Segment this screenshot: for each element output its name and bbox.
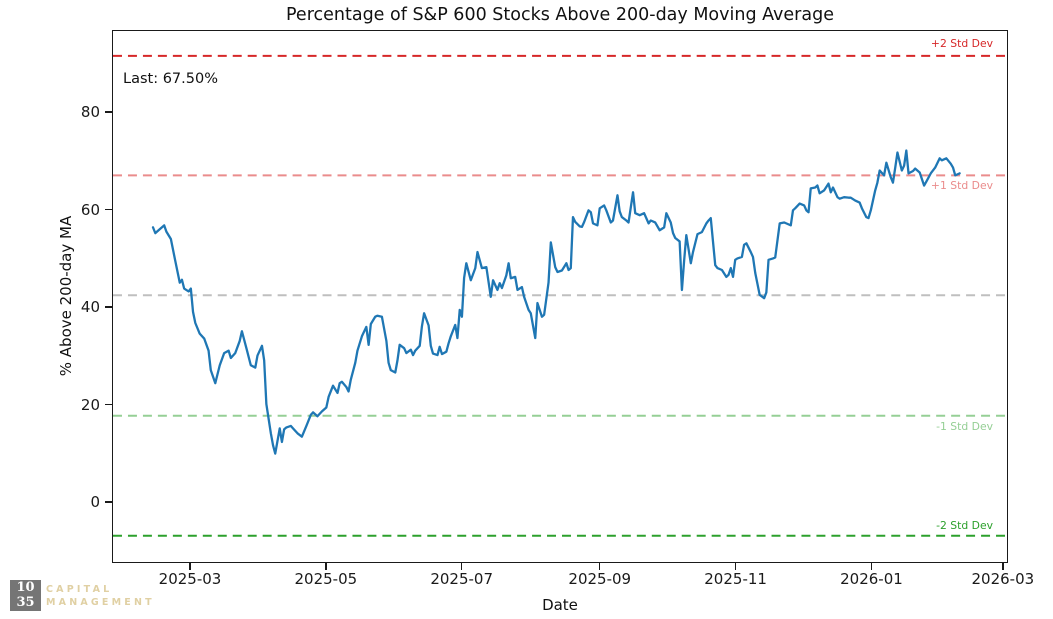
- x-tick-label: 2025-11: [704, 570, 767, 588]
- y-tick-mark: [105, 501, 112, 503]
- stddev-label-minus1sd: -1 Std Dev: [936, 420, 993, 434]
- x-tick-mark: [734, 563, 737, 570]
- y-tick-label: 0: [90, 493, 100, 511]
- x-tick-label: 2025-05: [294, 570, 358, 588]
- x-axis-title: Date: [542, 596, 578, 614]
- logo-name: CAPITAL MANAGEMENT: [46, 583, 155, 609]
- y-tick-mark: [105, 111, 112, 113]
- y-tick-mark: [105, 306, 112, 308]
- x-tick-label: 2026-03: [971, 570, 1035, 588]
- logo-badge-bottom: 35: [16, 595, 35, 610]
- x-tick-mark: [325, 563, 327, 570]
- x-tick-mark: [599, 563, 601, 570]
- y-tick-label: 80: [80, 103, 100, 121]
- y-tick-mark: [105, 403, 112, 406]
- logo-badge-top: 10: [16, 580, 35, 595]
- y-tick-mark: [105, 208, 112, 211]
- y-tick-label: 20: [80, 395, 100, 414]
- stddev-label-minus2sd: -2 Std Dev: [936, 518, 993, 532]
- series-line: [151, 149, 961, 455]
- stddev-label-plus2sd: +2 Std Dev: [930, 36, 993, 50]
- plot-area: Last: 67.50% +2 Std Dev +1 Std Dev -1 Std …: [112, 30, 1008, 563]
- plot-svg: [113, 54, 1007, 537]
- x-tick-label: 2025-07: [430, 570, 494, 588]
- x-tick-mark: [1002, 563, 1004, 570]
- logo: 10 35 CAPITAL MANAGEMENT: [10, 580, 155, 611]
- x-tick-mark: [460, 563, 463, 570]
- last-value-annotation: Last: 67.50%: [123, 71, 218, 87]
- logo-name-bottom: MANAGEMENT: [46, 596, 155, 608]
- x-tick-label: 2025-03: [158, 570, 222, 588]
- chart-title: Percentage of S&P 600 Stocks Above 200-d…: [286, 5, 834, 25]
- x-tick-mark: [189, 563, 191, 570]
- logo-name-top: CAPITAL: [46, 583, 113, 595]
- y-tick-label: 40: [80, 298, 100, 316]
- x-tick-label: 2026-01: [840, 570, 903, 588]
- x-tick-label: 2025-09: [568, 570, 632, 588]
- stddev-label-plus1sd: +1 Std Dev: [930, 178, 993, 192]
- y-axis-title: % Above 200-day MA: [57, 215, 75, 377]
- logo-badge: 10 35: [10, 580, 41, 611]
- x-tick-mark: [870, 563, 873, 570]
- y-tick-label: 60: [80, 200, 100, 219]
